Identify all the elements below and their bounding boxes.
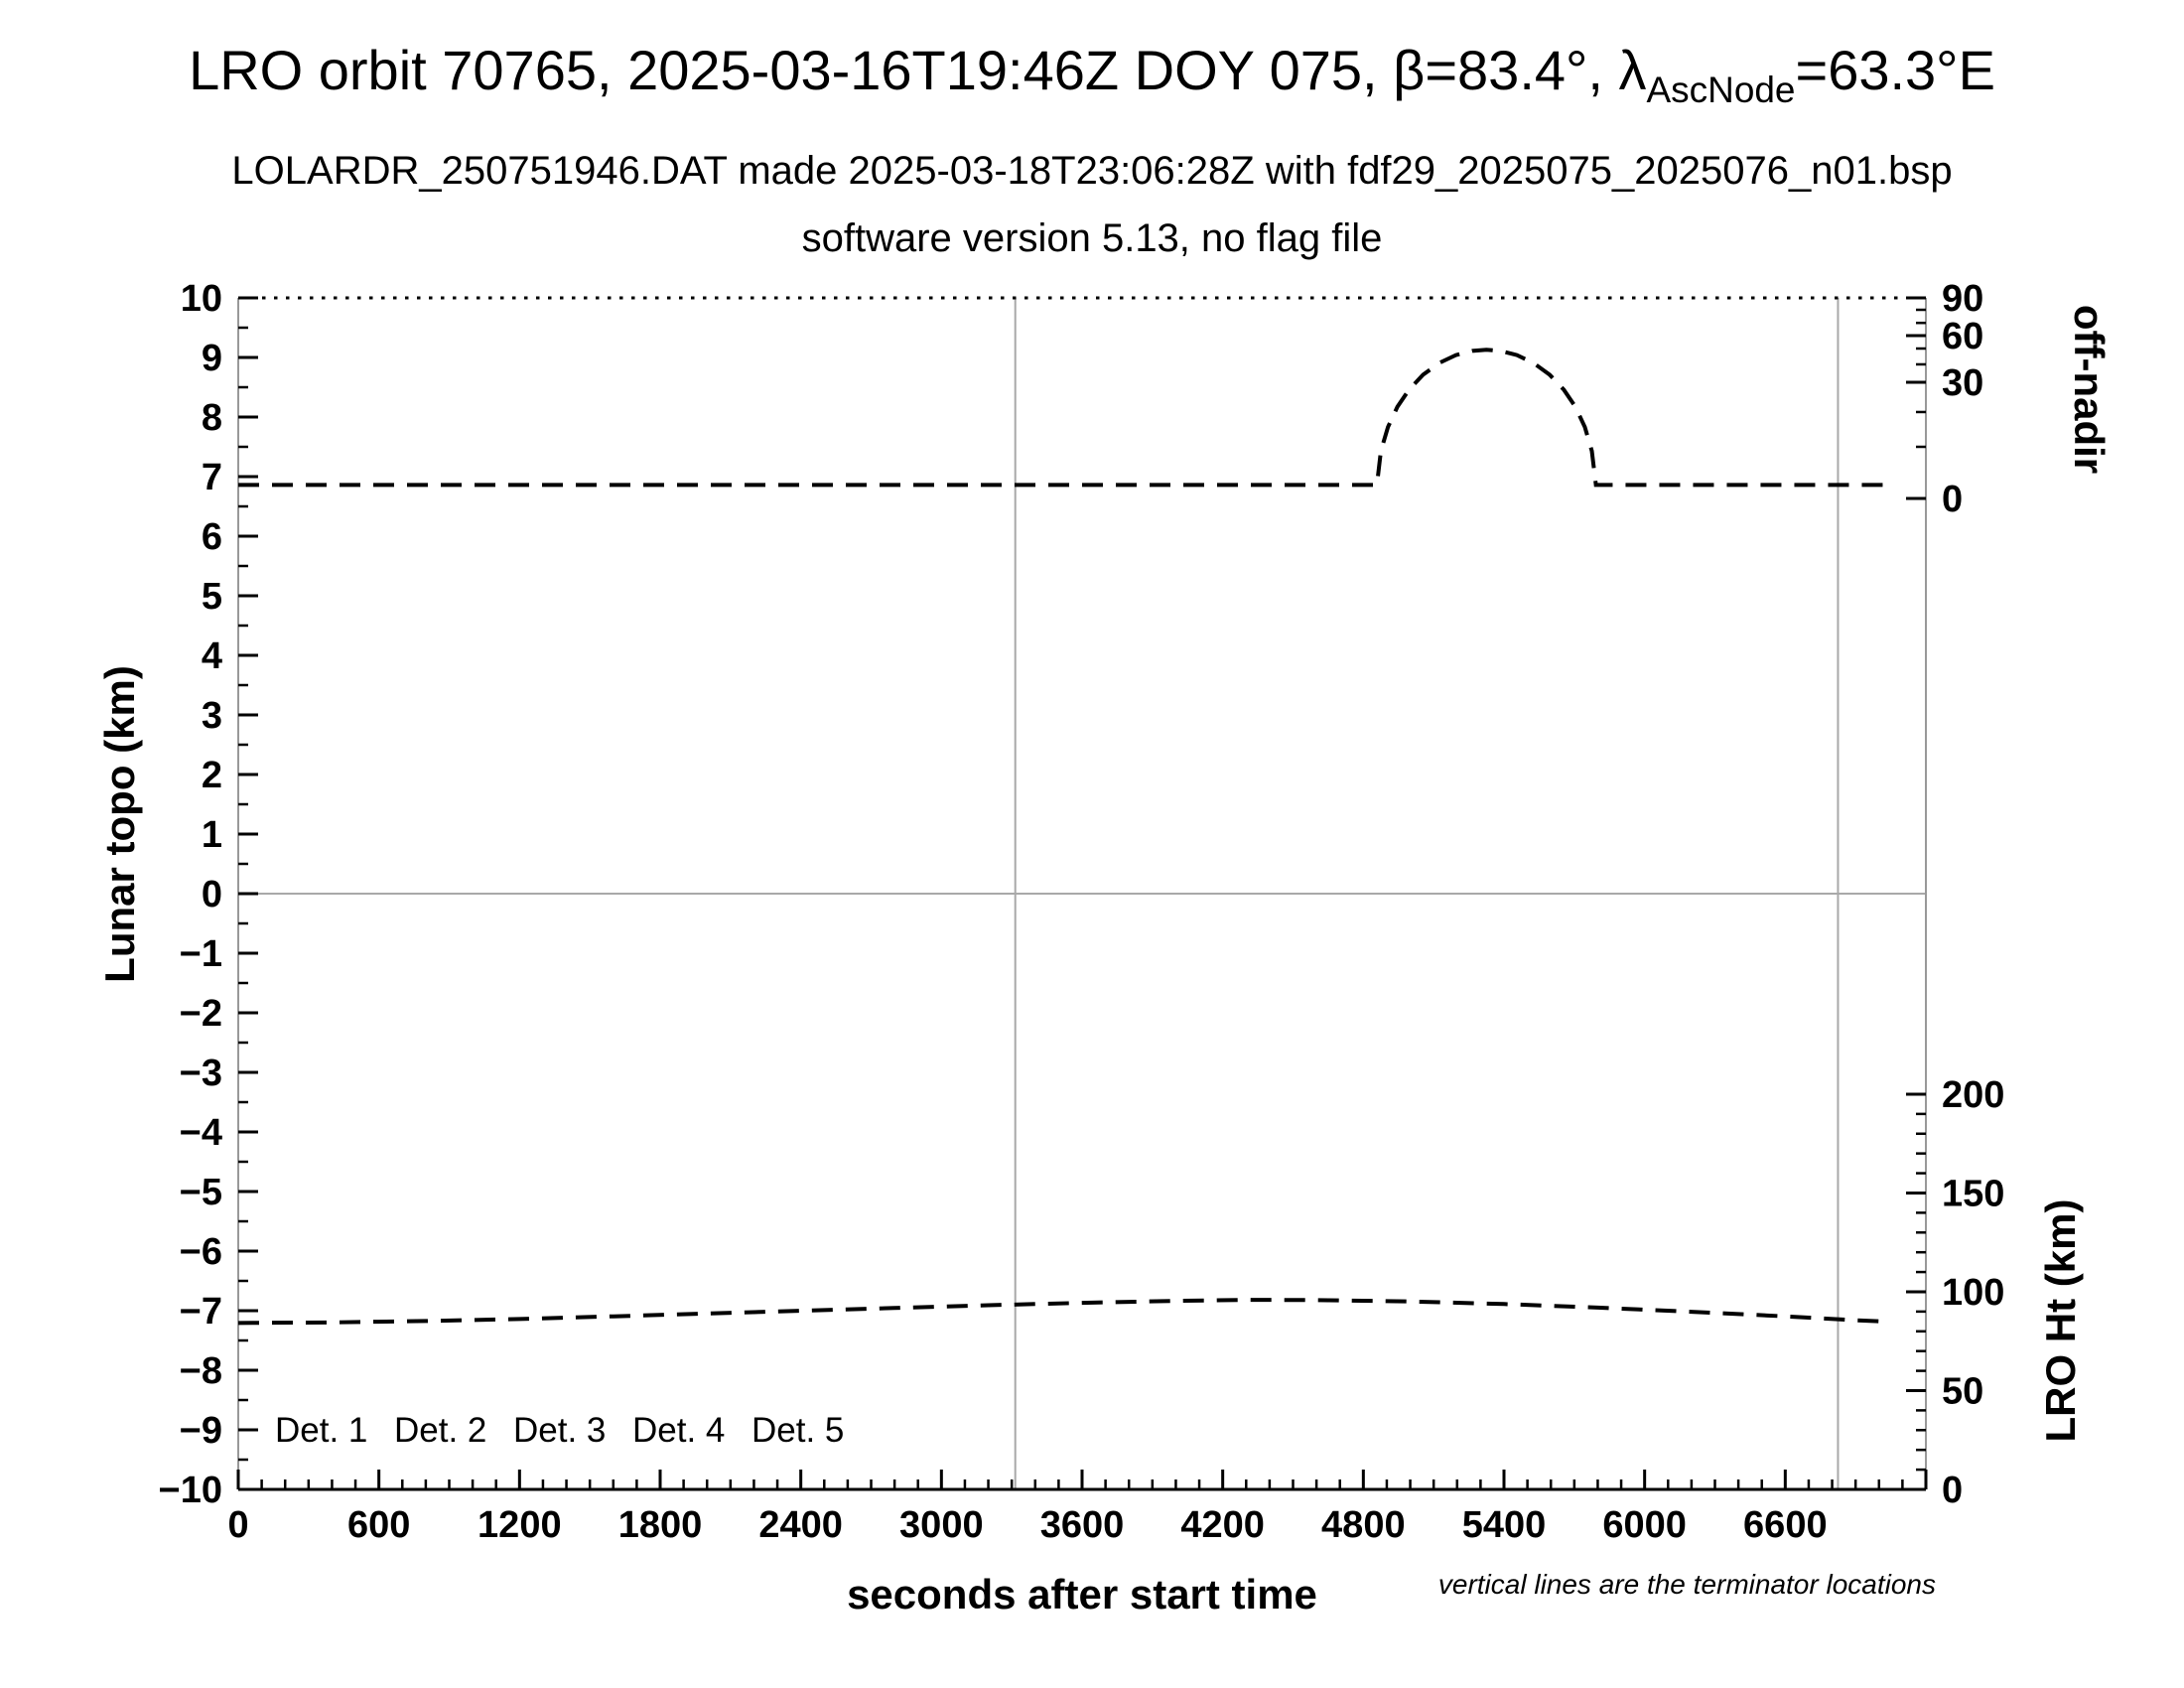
x-tick-label: 1200 [478, 1504, 562, 1546]
y-left-tick-label: −5 [180, 1172, 222, 1213]
off-nadir-tick-label: 90 [1942, 278, 1983, 320]
lro-ht-tick-label: 0 [1942, 1470, 1963, 1511]
x-tick-label: 4800 [1321, 1504, 1406, 1546]
y-left-tick-label: 0 [202, 874, 222, 915]
subtitle-filename: LOLARDR_250751946.DAT made 2025-03-18T23… [231, 149, 1953, 193]
x-tick-label: 6600 [1743, 1504, 1828, 1546]
x-axis-title: seconds after start time [847, 1571, 1317, 1618]
off-nadir-axis-title: off-nadir [2066, 305, 2113, 474]
y-left-tick-label: 3 [202, 695, 222, 737]
legend-item-5: Det. 5 [751, 1411, 844, 1450]
x-tick-label: 3600 [1040, 1504, 1125, 1546]
legend-item-4: Det. 4 [632, 1411, 725, 1450]
axis-ticks [236, 296, 1928, 1491]
lro-ht-tick-label: 200 [1942, 1074, 2004, 1116]
y-left-tick-label: 1 [202, 814, 222, 856]
title-suffix: =63.3°E [1795, 39, 1995, 101]
subtitle-software-version: software version 5.13, no flag file [801, 216, 1383, 260]
x-tick-label: 600 [347, 1504, 410, 1546]
y-left-tick-label: −7 [180, 1291, 222, 1333]
x-tick-label: 4200 [1180, 1504, 1265, 1546]
legend-item-3: Det. 3 [513, 1411, 606, 1450]
x-tick-label: 1800 [618, 1504, 703, 1546]
y-left-tick-label: 6 [202, 516, 222, 558]
off-nadir-tick-label: 0 [1942, 479, 1963, 520]
x-tick-label: 5400 [1462, 1504, 1547, 1546]
detector-legend: Det. 1 Det. 2 Det. 3 Det. 4 Det. 5 [275, 1411, 844, 1450]
lro-ht-tick-label: 100 [1942, 1272, 2004, 1314]
y-left-tick-label: −10 [159, 1470, 222, 1511]
lro-ht-axis-title: LRO Ht (km) [2037, 1199, 2084, 1443]
y-left-tick-label: −4 [180, 1112, 222, 1154]
chart-plot-area: −10 −9 −8 −7 −6 −5 −4 −3 −2 −1 0 1 2 3 4 5 6 7 8 9 10 0 600 120… [96, 278, 2113, 1618]
lro-ht-tick-label: 50 [1942, 1370, 1983, 1412]
off-nadir-tick-label: 60 [1942, 316, 1983, 357]
y-left-tick-label: −1 [180, 933, 222, 975]
off-nadir-tick-label: 30 [1942, 362, 1983, 404]
x-tick-label: 3000 [899, 1504, 984, 1546]
y-left-tick-label: −2 [180, 993, 222, 1035]
page-title: LRO orbit 70765, 2025-03-16T19:46Z DOY 0… [0, 40, 2184, 111]
terminator-footnote: vertical lines are the terminator locati… [1438, 1569, 1936, 1600]
y-left-tick-label: 9 [202, 338, 222, 379]
y-left-tick-label: −3 [180, 1053, 222, 1094]
y-left-tick-label: 8 [202, 397, 222, 439]
data-curves [237, 348, 1886, 1326]
title-text: LRO orbit 70765, 2025-03-16T19:46Z DOY 0… [189, 39, 1647, 101]
y-left-tick-label: 2 [202, 755, 222, 796]
lro-height-curve [237, 1298, 1886, 1326]
y-left-axis-title: Lunar topo (km) [96, 665, 143, 983]
legend-item-1: Det. 1 [275, 1411, 367, 1450]
y-left-tick-label: 4 [202, 635, 222, 677]
x-tick-label: 0 [227, 1504, 248, 1546]
y-left-tick-label: 7 [202, 457, 222, 498]
reference-lines [238, 298, 1926, 1489]
title-subscript: AscNode [1646, 69, 1796, 110]
lro-ht-tick-label: 150 [1942, 1173, 2004, 1214]
legend-item-2: Det. 2 [394, 1411, 486, 1450]
y-left-tick-label: −9 [180, 1410, 222, 1452]
y-left-tick-label: 10 [181, 278, 222, 320]
y-left-tick-label: −6 [180, 1231, 222, 1273]
off-nadir-curve [238, 348, 1886, 488]
y-left-tick-label: −8 [180, 1350, 222, 1392]
x-tick-label: 6000 [1602, 1504, 1687, 1546]
y-left-tick-label: 5 [202, 576, 222, 618]
x-tick-label: 2400 [758, 1504, 843, 1546]
